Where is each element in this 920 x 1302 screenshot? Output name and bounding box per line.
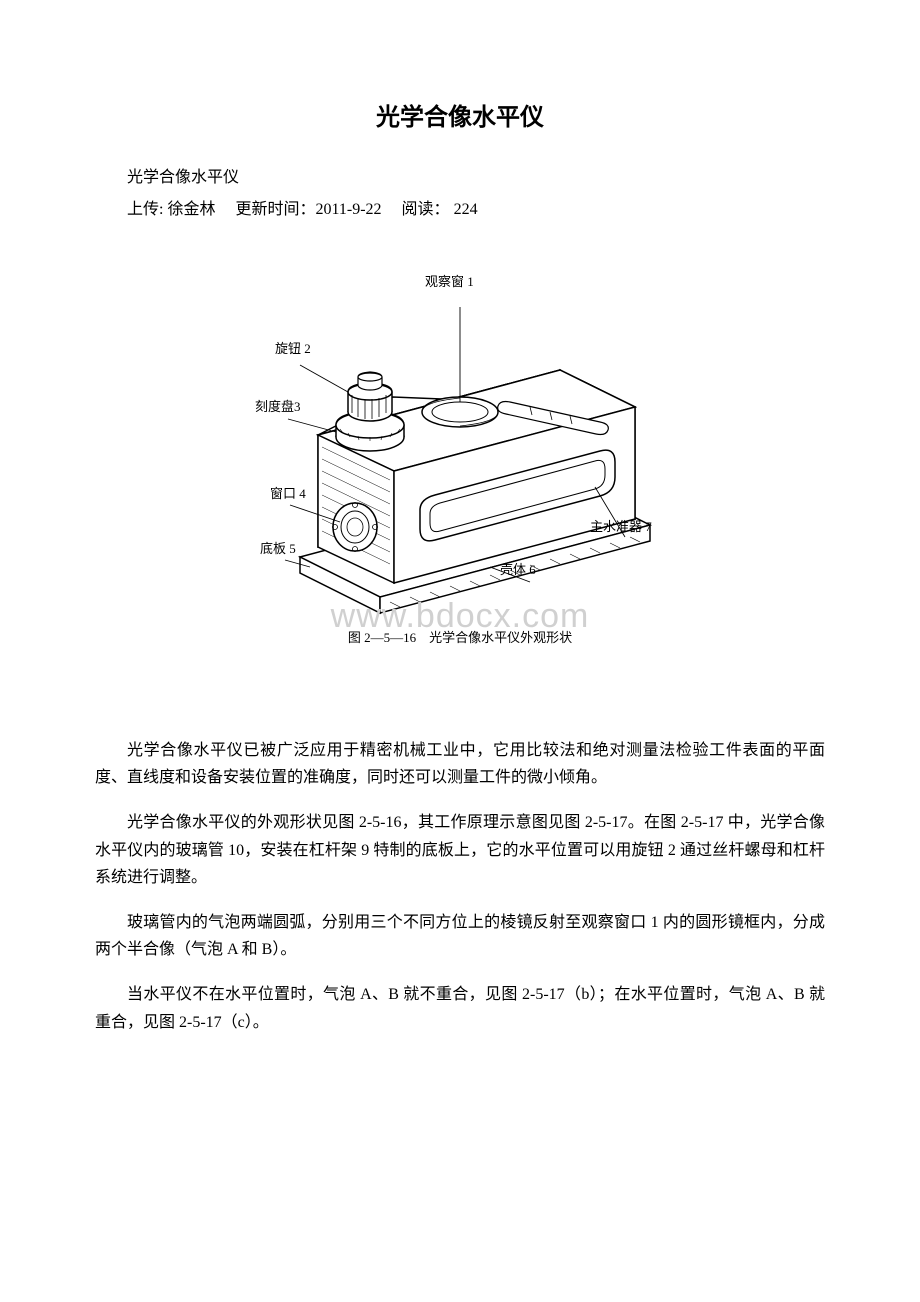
read-label: 阅读： bbox=[402, 201, 450, 218]
uploader-label: 上传: bbox=[127, 201, 163, 218]
meta-line: 上传: 徐金林 更新时间：2011-9-22 阅读： 224 bbox=[95, 198, 825, 222]
label-level-7: 主水准器 7 bbox=[590, 517, 652, 537]
update-value: 2011-9-22 bbox=[315, 201, 381, 218]
label-dial-3: 刻度盘3 bbox=[255, 397, 301, 417]
page-title: 光学合像水平仪 bbox=[95, 100, 825, 136]
paragraph-4: 当水平仪不在水平位置时，气泡 A、B 就不重合，见图 2-5-17（b）；在水平… bbox=[95, 981, 825, 1035]
figure-2-5-16: 观察窗 1 旋钮 2 刻度盘3 窗口 4 底板 5 壳体 6 主水准器 7 ww… bbox=[95, 247, 825, 667]
label-knob-2: 旋钮 2 bbox=[275, 339, 311, 359]
label-port-4: 窗口 4 bbox=[270, 484, 306, 504]
label-base-5: 底板 5 bbox=[260, 539, 296, 559]
label-window-1: 观察窗 1 bbox=[425, 272, 474, 292]
subtitle: 光学合像水平仪 bbox=[95, 166, 825, 190]
paragraph-3: 玻璃管内的气泡两端圆弧，分别用三个不同方位上的棱镜反射至观察窗口 1 内的圆形镜… bbox=[95, 909, 825, 963]
level-instrument-diagram bbox=[240, 247, 680, 627]
uploader-value: 徐金林 bbox=[167, 201, 215, 218]
figure-caption: 图 2—5—16 光学合像水平仪外观形状 bbox=[95, 628, 825, 648]
read-value: 224 bbox=[454, 201, 478, 218]
update-label: 更新时间： bbox=[235, 201, 315, 218]
paragraph-1: 光学合像水平仪已被广泛应用于精密机械工业中，它用比较法和绝对测量法检验工件表面的… bbox=[95, 737, 825, 791]
paragraph-2: 光学合像水平仪的外观形状见图 2-5-16，其工作原理示意图见图 2-5-17。… bbox=[95, 809, 825, 891]
label-shell-6: 壳体 6 bbox=[500, 560, 536, 580]
